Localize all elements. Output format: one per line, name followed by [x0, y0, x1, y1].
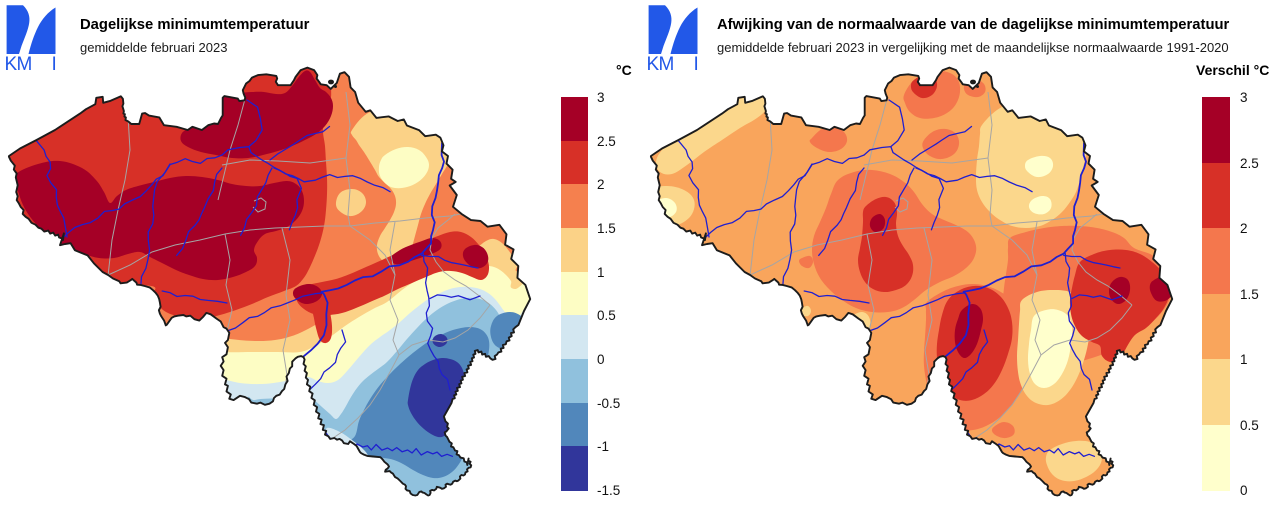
svg-text:I: I: [52, 54, 57, 75]
svg-text:M: M: [659, 54, 675, 75]
svg-text:K: K: [5, 54, 18, 75]
svg-text:M: M: [17, 54, 33, 75]
svg-text:I: I: [694, 54, 699, 75]
svg-text:K: K: [647, 54, 660, 75]
